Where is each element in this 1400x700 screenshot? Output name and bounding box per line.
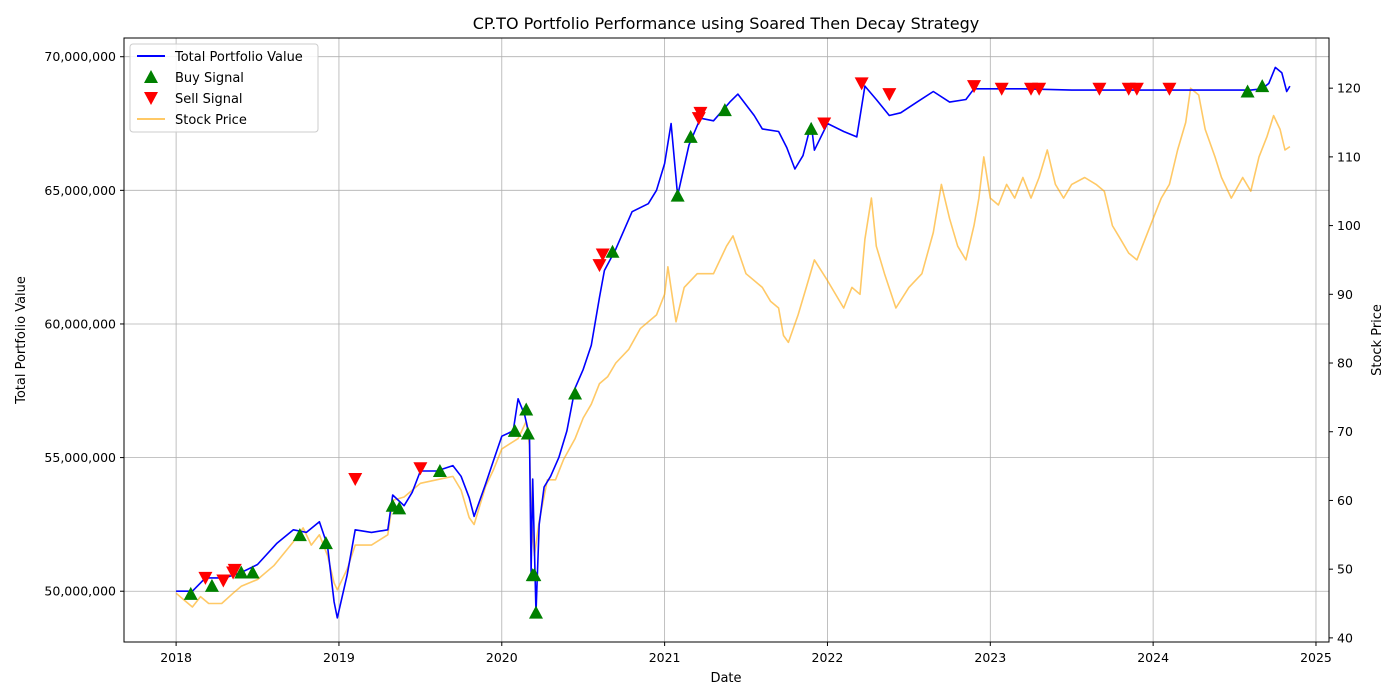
- right-tick-label: 120: [1337, 81, 1361, 96]
- right-tick-label: 110: [1337, 149, 1361, 164]
- left-tick-label: 65,000,000: [44, 183, 116, 198]
- right-tick-label: 80: [1337, 356, 1353, 371]
- left-tick-label: 60,000,000: [44, 316, 116, 331]
- left-axis-label: Total Portfolio Value: [14, 276, 29, 405]
- right-tick-label: 70: [1337, 424, 1353, 439]
- x-tick-label: 2018: [160, 650, 192, 665]
- right-tick-label: 90: [1337, 287, 1353, 302]
- chart-title: CP.TO Portfolio Performance using Soared…: [473, 14, 979, 33]
- right-tick-label: 60: [1337, 493, 1353, 508]
- right-axis-label: Stock Price: [1370, 304, 1385, 376]
- x-tick-label: 2019: [323, 650, 355, 665]
- x-tick-label: 2025: [1300, 650, 1332, 665]
- x-tick-label: 2020: [486, 650, 518, 665]
- left-tick-label: 70,000,000: [44, 49, 116, 64]
- left-tick-label: 55,000,000: [44, 450, 116, 465]
- left-tick-label: 50,000,000: [44, 584, 116, 599]
- x-tick-label: 2021: [649, 650, 681, 665]
- x-tick-label: 2022: [812, 650, 844, 665]
- x-tick-label: 2024: [1137, 650, 1169, 665]
- legend-portfolio-label: Total Portfolio Value: [174, 50, 303, 65]
- legend-sell-label: Sell Signal: [175, 92, 243, 107]
- right-tick-label: 100: [1337, 218, 1361, 233]
- right-tick-label: 50: [1337, 562, 1353, 577]
- x-tick-label: 2023: [974, 650, 1006, 665]
- legend: Total Portfolio Value Buy Signal Sell Si…: [130, 44, 318, 132]
- x-axis-label: Date: [710, 671, 741, 686]
- right-tick-label: 40: [1337, 630, 1353, 645]
- legend-buy-label: Buy Signal: [175, 71, 244, 86]
- legend-stock-label: Stock Price: [175, 113, 247, 128]
